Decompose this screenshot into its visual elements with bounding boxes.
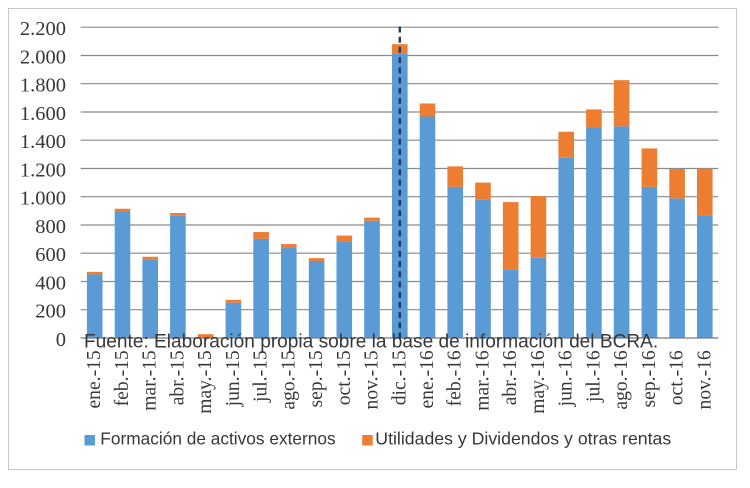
svg-text:0: 0 [56, 329, 66, 351]
svg-text:abr.-16: abr.-16 [500, 350, 521, 405]
svg-text:200: 200 [35, 301, 66, 323]
svg-text:dic.-15: dic.-15 [389, 350, 410, 405]
svg-text:ago.-15: ago.-15 [278, 350, 299, 410]
svg-text:ene.-16: ene.-16 [417, 350, 438, 408]
svg-text:jun.-16: jun.-16 [556, 350, 577, 407]
svg-text:2.200: 2.200 [20, 18, 66, 40]
svg-text:oct.-15: oct.-15 [334, 350, 355, 405]
svg-text:1.000: 1.000 [20, 188, 66, 210]
svg-text:1.200: 1.200 [20, 160, 66, 182]
svg-text:ene.-15: ene.-15 [84, 350, 105, 408]
svg-text:2.000: 2.000 [20, 47, 66, 69]
svg-text:mar.-15: mar.-15 [140, 350, 161, 411]
svg-text:may.-16: may.-16 [528, 350, 549, 414]
svg-text:1.600: 1.600 [20, 103, 66, 125]
svg-text:jul.-16: jul.-16 [583, 350, 604, 403]
svg-text:Formación de activos externos: Formación de activos externos [100, 429, 336, 449]
svg-text:feb.-16: feb.-16 [445, 350, 466, 406]
svg-text:1.400: 1.400 [20, 131, 66, 153]
svg-text:ago.-16: ago.-16 [611, 350, 632, 410]
svg-text:jul.-15: jul.-15 [251, 350, 272, 403]
svg-text:Fuente: Elaboración propia sob: Fuente: Elaboración propia sobre la base… [84, 331, 658, 352]
svg-text:may.-15: may.-15 [195, 350, 216, 414]
svg-text:400: 400 [35, 273, 66, 295]
svg-text:1.800: 1.800 [20, 75, 66, 97]
svg-text:mar.-16: mar.-16 [473, 350, 494, 411]
svg-text:abr.-15: abr.-15 [167, 350, 188, 405]
svg-text:oct.-16: oct.-16 [667, 350, 688, 405]
svg-text:sep.-16: sep.-16 [639, 350, 660, 407]
svg-text:feb.-15: feb.-15 [112, 350, 133, 406]
svg-text:800: 800 [35, 216, 66, 238]
svg-text:Utilidades y Dividendos y otra: Utilidades y Dividendos y otras rentas [375, 429, 671, 449]
svg-text:nov.-16: nov.-16 [694, 350, 715, 409]
svg-text:jun.-15: jun.-15 [223, 350, 244, 407]
svg-text:600: 600 [35, 244, 66, 266]
svg-text:nov.-15: nov.-15 [362, 350, 383, 409]
svg-text:sep.-15: sep.-15 [306, 350, 327, 407]
